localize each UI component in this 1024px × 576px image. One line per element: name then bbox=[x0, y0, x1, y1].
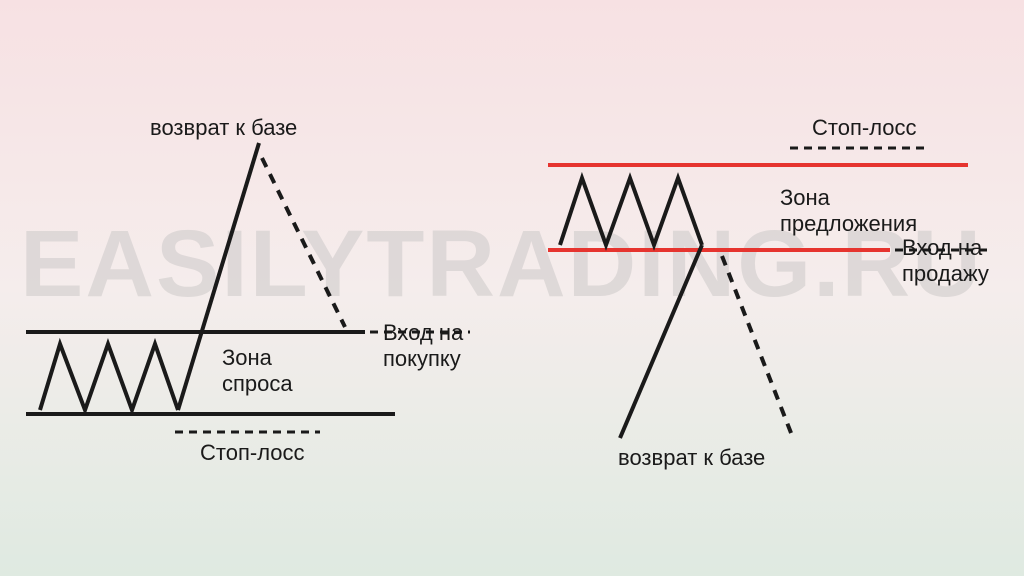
right-return-label: возврат к базе bbox=[618, 445, 765, 471]
right-up-dash bbox=[722, 256, 793, 438]
right-entry-label: Вход на продажу bbox=[902, 235, 989, 288]
left-stoploss-label: Стоп-лосс bbox=[200, 440, 305, 466]
right-down-solid bbox=[620, 245, 702, 438]
left-zone-label: Зона спроса bbox=[222, 345, 293, 398]
right-stoploss-label: Стоп-лосс bbox=[812, 115, 917, 141]
left-entry-label: Вход на покупку bbox=[383, 320, 463, 373]
left-down-dash bbox=[262, 158, 345, 327]
right-supply-zone bbox=[548, 148, 990, 438]
left-zigzag bbox=[40, 344, 178, 410]
right-zone-label: Зона предложения bbox=[780, 185, 917, 238]
left-return-label: возврат к базе bbox=[150, 115, 297, 141]
right-zigzag bbox=[560, 178, 702, 245]
diagram-svg bbox=[0, 0, 1024, 576]
